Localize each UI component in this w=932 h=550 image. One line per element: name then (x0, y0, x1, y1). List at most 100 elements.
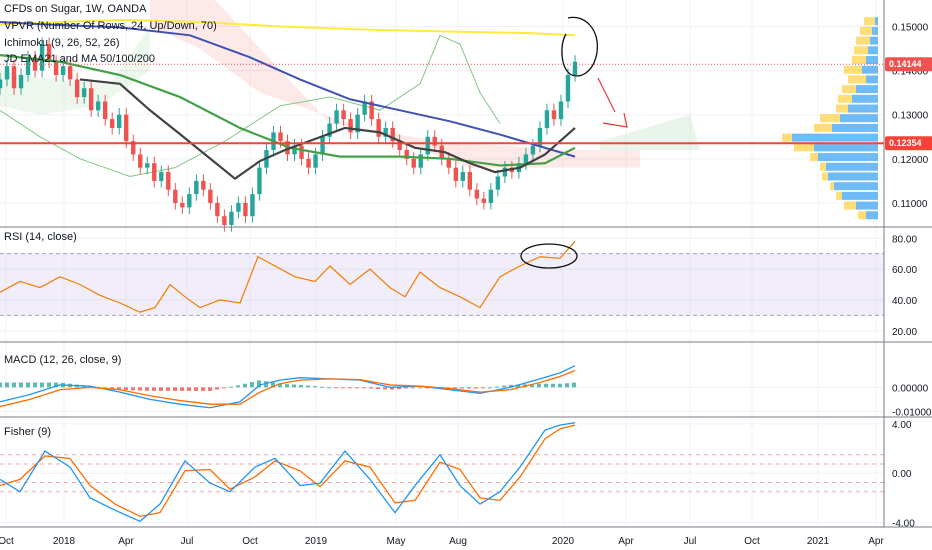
y-tick-label: 40.00 (892, 296, 917, 307)
macd-histogram-bar (453, 387, 457, 389)
candle-body (306, 158, 311, 168)
vpvr-up-bar (872, 26, 878, 35)
macd-histogram-bar (243, 383, 247, 388)
y-tick-label: -0.01000 (892, 407, 932, 418)
vpvr-down-bar (820, 114, 840, 123)
vpvr-up-bar (866, 56, 878, 64)
macd-histogram-bar (572, 382, 576, 388)
vpvr-down-bar (844, 201, 856, 210)
macd-histogram-bar (208, 387, 212, 391)
vpvr-up-bar (856, 85, 878, 94)
fisher-trigger-line (0, 424, 576, 518)
macd-histogram-bar (509, 384, 513, 388)
ichimoku-legend: Ichimoku (9, 26, 52, 26) (4, 37, 120, 49)
candle-body (481, 198, 487, 203)
candle-body (320, 136, 325, 155)
candle-body (530, 145, 536, 155)
macd-histogram-bar (173, 387, 177, 391)
candle-body (18, 75, 24, 89)
rsi-line (0, 240, 576, 313)
candle-body (222, 216, 227, 225)
vpvr-down-bar (838, 94, 852, 103)
fisher-pane[interactable] (0, 422, 884, 523)
candle-body (257, 167, 262, 195)
candle-body (467, 172, 473, 190)
macd-histogram-bar (341, 387, 345, 389)
macd-histogram-bar (0, 382, 2, 388)
vpvr-up-bar (792, 133, 878, 142)
drawing-annotations (520, 16, 628, 269)
macd-histogram-bar (152, 387, 156, 391)
ma-50-line (0, 54, 576, 167)
macd-histogram-bar (320, 386, 324, 388)
macd-histogram-bar (334, 387, 338, 389)
vpvr-down-bar (814, 123, 832, 132)
price-pane[interactable] (0, 18, 884, 232)
candle-body (446, 158, 451, 168)
x-tick-label: 2019 (305, 536, 328, 547)
macd-histogram-bar (292, 384, 296, 388)
macd-histogram-bar (278, 383, 282, 388)
x-tick-label: Aug (449, 536, 467, 547)
vpvr-down-bar (852, 56, 866, 64)
candle-body (383, 127, 388, 137)
macd-histogram-bar (488, 387, 492, 389)
candle-body (180, 202, 185, 208)
volume-profile (782, 17, 878, 220)
down-arrow-annotation (597, 77, 616, 113)
macd-histogram-bar (327, 387, 331, 389)
macd-histogram-bar (271, 382, 275, 388)
candle-body (523, 154, 529, 164)
macd-histogram-bar (12, 382, 16, 388)
macd-pane[interactable] (0, 365, 576, 409)
vpvr-down-bar (820, 162, 826, 171)
vpvr-up-bar (868, 46, 878, 55)
vpvr-down-bar (836, 104, 848, 113)
vpvr-up-bar (826, 162, 878, 171)
candle-body (215, 202, 220, 217)
macd-histogram-bar (257, 380, 261, 388)
ema-21-line (79, 78, 576, 181)
vpvr-up-bar (834, 182, 878, 191)
candle-body (201, 180, 206, 190)
candle-body (425, 136, 430, 155)
vpvr-up-bar (842, 191, 878, 200)
candle-body (152, 163, 157, 181)
candle-body (572, 61, 578, 75)
candle-body (208, 189, 213, 203)
macd-histogram-bar (418, 387, 422, 389)
rsi-band (0, 253, 884, 316)
x-tick-label: Apr (618, 536, 634, 547)
macd-histogram-bar (110, 387, 114, 389)
candle-body (369, 101, 374, 120)
candle-body (60, 66, 66, 75)
candle-body (565, 75, 571, 102)
fisher-legend: Fisher (9) (4, 426, 52, 438)
rsi-pane[interactable] (0, 240, 884, 316)
x-tick-label: 2018 (53, 536, 76, 547)
macd-histogram-bar (460, 387, 464, 389)
candle-body (537, 127, 543, 146)
macd-histogram-bar (159, 387, 163, 391)
macd-histogram-bar (250, 382, 254, 388)
ichimoku-lagging-span (0, 34, 501, 177)
candle-body (109, 119, 115, 128)
candle-body (88, 88, 94, 111)
vpvr-down-bar (830, 182, 834, 191)
cloud-bullish-area (0, 26, 150, 115)
price-badge (885, 136, 932, 151)
candle-body (495, 176, 501, 190)
macd-histogram-bar (145, 387, 149, 391)
candle-body (95, 101, 101, 111)
x-tick-label: 2020 (552, 536, 575, 547)
candle-body (327, 123, 332, 137)
signal-line (0, 369, 576, 408)
y-tick-label: 0.15000 (892, 22, 929, 33)
macd-histogram-bar (474, 387, 478, 389)
macd-histogram-bar (138, 387, 142, 391)
macd-histogram-bar (558, 383, 562, 388)
vpvr-down-bar (836, 191, 842, 200)
macd-histogram-bar (362, 387, 366, 389)
arrow-head-annotation (602, 112, 628, 128)
